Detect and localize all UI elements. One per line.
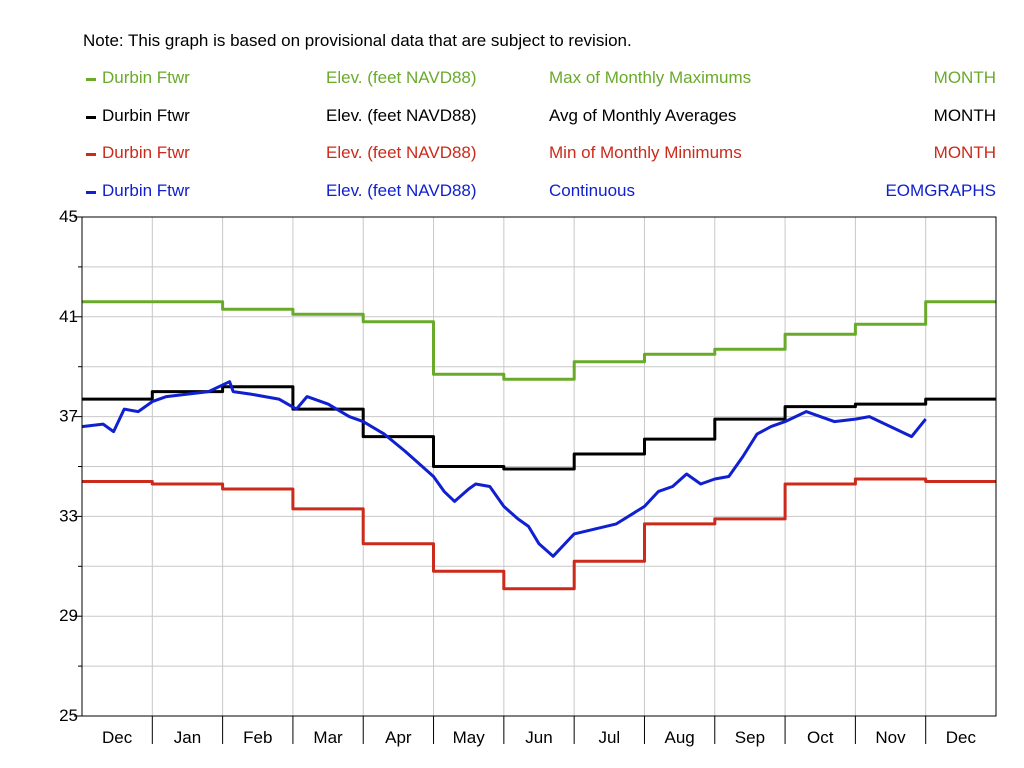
series-line-min-of-monthly-minimums <box>82 477 996 591</box>
legend-period: MONTH <box>933 68 996 87</box>
x-tick-label: Sep <box>735 728 765 747</box>
legend-statistic: Max of Monthly Maximums <box>549 68 752 87</box>
y-tick-label: 45 <box>59 207 78 226</box>
y-tick-label: 33 <box>59 506 78 525</box>
legend-statistic: Continuous <box>549 181 636 200</box>
x-tick-label: Mar <box>313 728 343 747</box>
legend-row-avg: Durbin Ftwr Elev. (feet NAVD88) Avg of M… <box>0 106 1024 128</box>
legend-statistic: Min of Monthly Minimums <box>549 143 742 162</box>
x-tick-label: Oct <box>807 728 834 747</box>
x-tick-label: Aug <box>664 728 694 747</box>
y-tick-label: 41 <box>59 307 78 326</box>
x-axis-labels: Dec Jan Feb Mar Apr May Jun Jul Aug Sep Oct Nov Dec <box>102 728 976 747</box>
legend-period: EOMGRAPHS <box>885 181 996 200</box>
legend-row-min: Durbin Ftwr Elev. (feet NAVD88) Min of M… <box>0 143 1024 165</box>
legend-row-continuous: Durbin Ftwr Elev. (feet NAVD88) Continuo… <box>0 181 1024 203</box>
x-tick-label: Apr <box>385 728 412 747</box>
legend-parameter: Elev. (feet NAVD88) <box>326 106 477 125</box>
y-tick-label: 37 <box>59 407 78 426</box>
y-tick-label: 29 <box>59 606 78 625</box>
x-tick-label: Dec <box>946 728 977 747</box>
x-tick-label: Jul <box>598 728 620 747</box>
legend-location: Durbin Ftwr <box>102 143 190 162</box>
x-tick-label: Jun <box>525 728 552 747</box>
chart-note: Note: This graph is based on provisional… <box>83 31 632 50</box>
legend-parameter: Elev. (feet NAVD88) <box>326 68 477 87</box>
legend-swatch-min <box>86 153 96 156</box>
legend-location: Durbin Ftwr <box>102 68 190 87</box>
legend-location: Durbin Ftwr <box>102 106 190 125</box>
chart-series <box>81 300 996 591</box>
legend-parameter: Elev. (feet NAVD88) <box>326 181 477 200</box>
legend-location: Durbin Ftwr <box>102 181 190 200</box>
x-tick-label: Feb <box>243 728 272 747</box>
legend-swatch-max <box>86 78 96 81</box>
y-axis-labels: 25 29 33 37 41 45 <box>59 207 78 725</box>
legend-parameter: Elev. (feet NAVD88) <box>326 143 477 162</box>
plot-frame <box>81 216 997 717</box>
y-tick-label: 25 <box>59 706 78 725</box>
series-line-avg-of-monthly-averages <box>82 385 996 471</box>
legend-swatch-avg <box>86 116 96 119</box>
chart-grid <box>74 216 996 744</box>
x-tick-label: May <box>453 728 486 747</box>
series-line-max-of-monthly-maximums <box>82 300 996 381</box>
legend-swatch-continuous <box>86 191 96 194</box>
legend-period: MONTH <box>933 106 996 125</box>
x-tick-label: Dec <box>102 728 133 747</box>
series-line-continuous <box>81 380 927 558</box>
x-tick-label: Jan <box>174 728 201 747</box>
x-tick-label: Nov <box>875 728 906 747</box>
legend-statistic: Avg of Monthly Averages <box>549 106 737 125</box>
legend-row-max: Durbin Ftwr Elev. (feet NAVD88) Max of M… <box>0 68 1024 90</box>
legend-period: MONTH <box>933 143 996 162</box>
